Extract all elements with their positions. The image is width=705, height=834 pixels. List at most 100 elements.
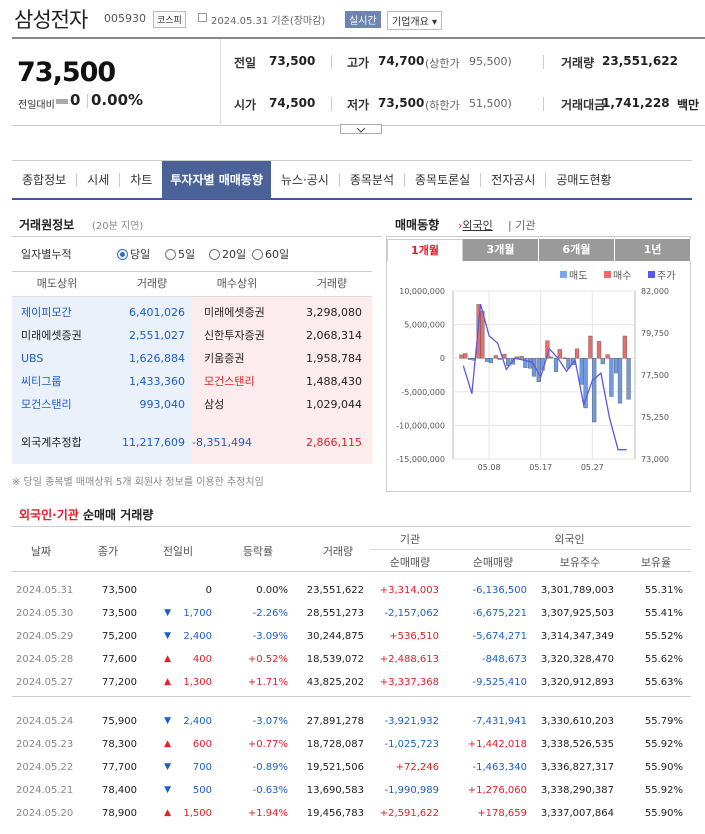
realtime-button[interactable]: 실시간 bbox=[345, 11, 381, 28]
period-radio-3[interactable]: 60일 bbox=[252, 246, 289, 262]
tab-7[interactable]: 전자공시 bbox=[491, 173, 536, 187]
chart-period-tab-1[interactable]: 3개월 bbox=[463, 239, 539, 261]
stock-name: 삼성전자 bbox=[14, 8, 88, 32]
foreign-bar bbox=[557, 349, 562, 359]
row-rate: -0.89% bbox=[252, 762, 288, 773]
buy-broker[interactable]: 모건스탠리 bbox=[204, 375, 255, 388]
y-left-tick: -15,000,000 bbox=[396, 455, 445, 464]
row-change: 2,400 bbox=[183, 716, 212, 727]
period-label: 당일 bbox=[130, 248, 151, 261]
foreign-buy-sum: 2,866,115 bbox=[306, 436, 362, 449]
quote-sub-value: 51,500) bbox=[469, 97, 512, 110]
chart-period-tab-3[interactable]: 1년 bbox=[615, 239, 691, 261]
arrow-icon: › bbox=[458, 219, 463, 232]
foreign-bar bbox=[497, 357, 502, 360]
table-row: 2024.05.23 78,300 ▲ 600 +0.77% 18,728,087 -1,0… bbox=[12, 733, 691, 756]
inst-link[interactable]: | 기관 bbox=[508, 217, 535, 233]
delay-note: (20분 지연) bbox=[92, 221, 144, 232]
y-left-tick: -10,000,000 bbox=[396, 421, 445, 430]
sell-broker[interactable]: 씨티그룹 bbox=[21, 375, 62, 388]
header-inst: 기관 bbox=[399, 533, 421, 546]
buy-broker[interactable]: 미래에셋증권 bbox=[204, 306, 265, 319]
stock-code: 005930 bbox=[104, 12, 146, 25]
radio-circle-icon bbox=[117, 248, 128, 260]
row-arrow-icon: ▼ bbox=[164, 762, 171, 772]
inst-bar bbox=[528, 357, 533, 369]
row-rate: -3.07% bbox=[252, 716, 288, 727]
divider bbox=[12, 696, 691, 697]
y-left-tick: -5,000,000 bbox=[401, 388, 445, 397]
company-overview-dropdown[interactable]: 기업개요 ▾ bbox=[387, 11, 442, 30]
row-foreign-ratio: 55.92% bbox=[644, 739, 683, 750]
row-arrow-icon: ▼ bbox=[164, 631, 171, 641]
foreign-bar bbox=[506, 357, 511, 366]
sell-broker[interactable]: 모건스탠리 bbox=[21, 398, 72, 411]
sell-broker[interactable]: UBS bbox=[21, 352, 44, 365]
chart-period-tab-2[interactable]: 6개월 bbox=[539, 239, 615, 261]
inst-bar bbox=[485, 357, 490, 362]
row-volume: 27,891,278 bbox=[306, 716, 364, 727]
tab-0[interactable]: 종합정보 bbox=[22, 173, 67, 187]
row-change: 600 bbox=[192, 739, 212, 750]
divider bbox=[543, 97, 544, 111]
accum-label: 일자별누적 bbox=[21, 248, 72, 261]
x-tick: 05.17 bbox=[529, 463, 552, 472]
sell-volume: 1,626,884 bbox=[129, 352, 185, 365]
y-right-tick: 79,750 bbox=[641, 329, 669, 338]
foreign-link[interactable]: ›외국인 bbox=[458, 217, 493, 233]
foreign-bar bbox=[523, 357, 528, 368]
row-close: 78,300 bbox=[102, 739, 137, 750]
row-arrow-icon: ▼ bbox=[164, 716, 171, 726]
foreign-bar bbox=[463, 353, 468, 359]
divider bbox=[480, 173, 482, 187]
row-inst-net: -3,921,932 bbox=[384, 716, 439, 727]
tab-1[interactable]: 시세 bbox=[87, 173, 110, 187]
chart-period-tab-0[interactable]: 1개월 bbox=[387, 239, 463, 261]
row-foreign-hold: 3,307,925,503 bbox=[540, 608, 614, 619]
divider bbox=[545, 173, 547, 187]
divider bbox=[76, 173, 78, 187]
quote-label-1-2: 거래대금 bbox=[561, 98, 606, 112]
row-date: 2024.05.30 bbox=[16, 608, 74, 619]
buy-broker[interactable]: 키움증권 bbox=[204, 352, 245, 365]
row-foreign-hold: 3,301,789,003 bbox=[540, 585, 614, 596]
period-radio-2[interactable]: 20일 bbox=[209, 246, 246, 262]
inst-bar bbox=[579, 357, 584, 385]
tab-6[interactable]: 종목토론실 bbox=[415, 173, 471, 187]
buy-broker[interactable]: 삼성 bbox=[204, 398, 225, 411]
tab-3[interactable]: 투자자별 매매동향 bbox=[162, 161, 271, 199]
row-foreign-net: +178,659 bbox=[477, 808, 527, 819]
row-date: 2024.05.22 bbox=[16, 762, 74, 773]
row-rate: -2.26% bbox=[252, 608, 288, 619]
sell-broker[interactable]: 제이피모간 bbox=[21, 306, 72, 319]
tab-5[interactable]: 종목분석 bbox=[349, 173, 395, 187]
buy-broker[interactable]: 신한투자증권 bbox=[204, 329, 265, 342]
header-buy-top: 매수상위 bbox=[216, 277, 258, 290]
quote-value-0-1: 74,700 bbox=[378, 54, 425, 68]
row-volume: 19,456,783 bbox=[306, 808, 364, 819]
sell-broker[interactable]: 미래에셋증권 bbox=[21, 329, 82, 342]
radio-circle-icon bbox=[252, 248, 263, 260]
tab-2[interactable]: 차트 bbox=[130, 173, 153, 187]
row-close: 78,900 bbox=[102, 808, 137, 819]
quote-label-0-0: 전일 bbox=[234, 56, 257, 70]
sell-volume: 993,040 bbox=[139, 398, 186, 411]
row-foreign-net: +1,442,018 bbox=[467, 739, 527, 750]
tab-4[interactable]: 뉴스·공시 bbox=[280, 173, 329, 187]
row-inst-net: -1,990,989 bbox=[384, 785, 439, 796]
y-right-tick: 75,250 bbox=[641, 413, 669, 422]
legend-label: 주가 bbox=[657, 271, 676, 282]
change-rate: 0.00% bbox=[91, 91, 144, 109]
inst-bar bbox=[614, 357, 619, 374]
foreign-bar bbox=[617, 357, 623, 404]
foreign-bar bbox=[549, 356, 554, 359]
chevron-down-icon bbox=[356, 127, 366, 133]
tab-8[interactable]: 공매도현황 bbox=[556, 173, 612, 187]
period-radio-1[interactable]: 5일 bbox=[165, 246, 195, 262]
separator: | bbox=[508, 219, 516, 232]
header-change: 전일비 bbox=[162, 545, 194, 558]
flat-icon bbox=[56, 99, 68, 104]
expand-toggle-button[interactable] bbox=[340, 124, 382, 134]
period-radio-0[interactable]: 당일 bbox=[117, 246, 150, 262]
table-header bbox=[12, 271, 372, 297]
